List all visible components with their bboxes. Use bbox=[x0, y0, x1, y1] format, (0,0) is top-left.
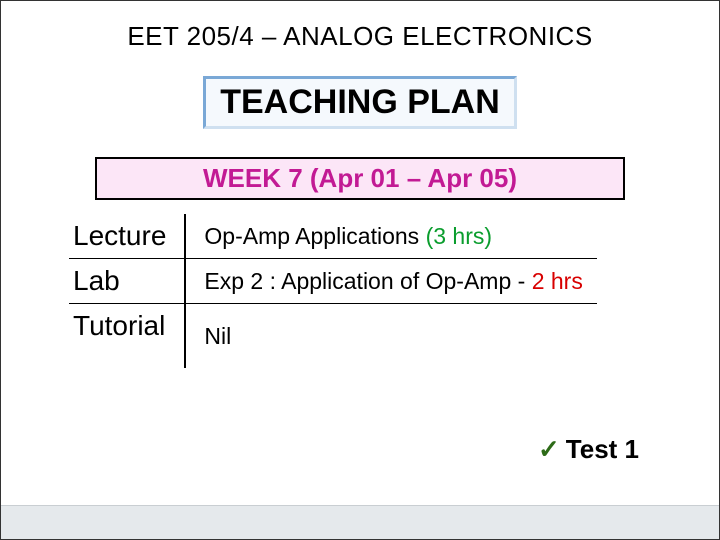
lab-label: Lab bbox=[69, 259, 185, 304]
week-label-box: WEEK 7 (Apr 01 – Apr 05) bbox=[95, 157, 625, 200]
course-title: EET 205/4 – ANALOG ELECTRONICS bbox=[41, 21, 679, 52]
lecture-detail-accent: (3 hrs) bbox=[426, 223, 492, 249]
test-note: ✓Test 1 bbox=[538, 434, 639, 465]
bottom-bar bbox=[1, 505, 719, 539]
lab-detail: Exp 2 : Application of Op-Amp - 2 hrs bbox=[185, 259, 596, 304]
lab-detail-main: Exp 2 : Application of Op-Amp - bbox=[204, 268, 531, 294]
slide-container: EET 205/4 – ANALOG ELECTRONICS TEACHING … bbox=[0, 0, 720, 540]
row-lecture: Lecture Op-Amp Applications (3 hrs) bbox=[69, 214, 597, 259]
teaching-plan-heading: TEACHING PLAN bbox=[203, 76, 517, 129]
tutorial-detail: Nil bbox=[185, 304, 596, 369]
lecture-detail: Op-Amp Applications (3 hrs) bbox=[185, 214, 596, 259]
lecture-label: Lecture bbox=[69, 214, 185, 259]
lecture-detail-main: Op-Amp Applications bbox=[204, 223, 425, 249]
schedule-table: Lecture Op-Amp Applications (3 hrs) Lab … bbox=[69, 214, 597, 368]
row-tutorial: Tutorial Nil bbox=[69, 304, 597, 369]
test-label: Test 1 bbox=[566, 434, 639, 464]
check-icon: ✓ bbox=[538, 434, 560, 464]
lab-detail-accent: 2 hrs bbox=[532, 268, 583, 294]
row-lab: Lab Exp 2 : Application of Op-Amp - 2 hr… bbox=[69, 259, 597, 304]
tutorial-label: Tutorial bbox=[69, 304, 185, 369]
tutorial-detail-main: Nil bbox=[204, 323, 231, 349]
